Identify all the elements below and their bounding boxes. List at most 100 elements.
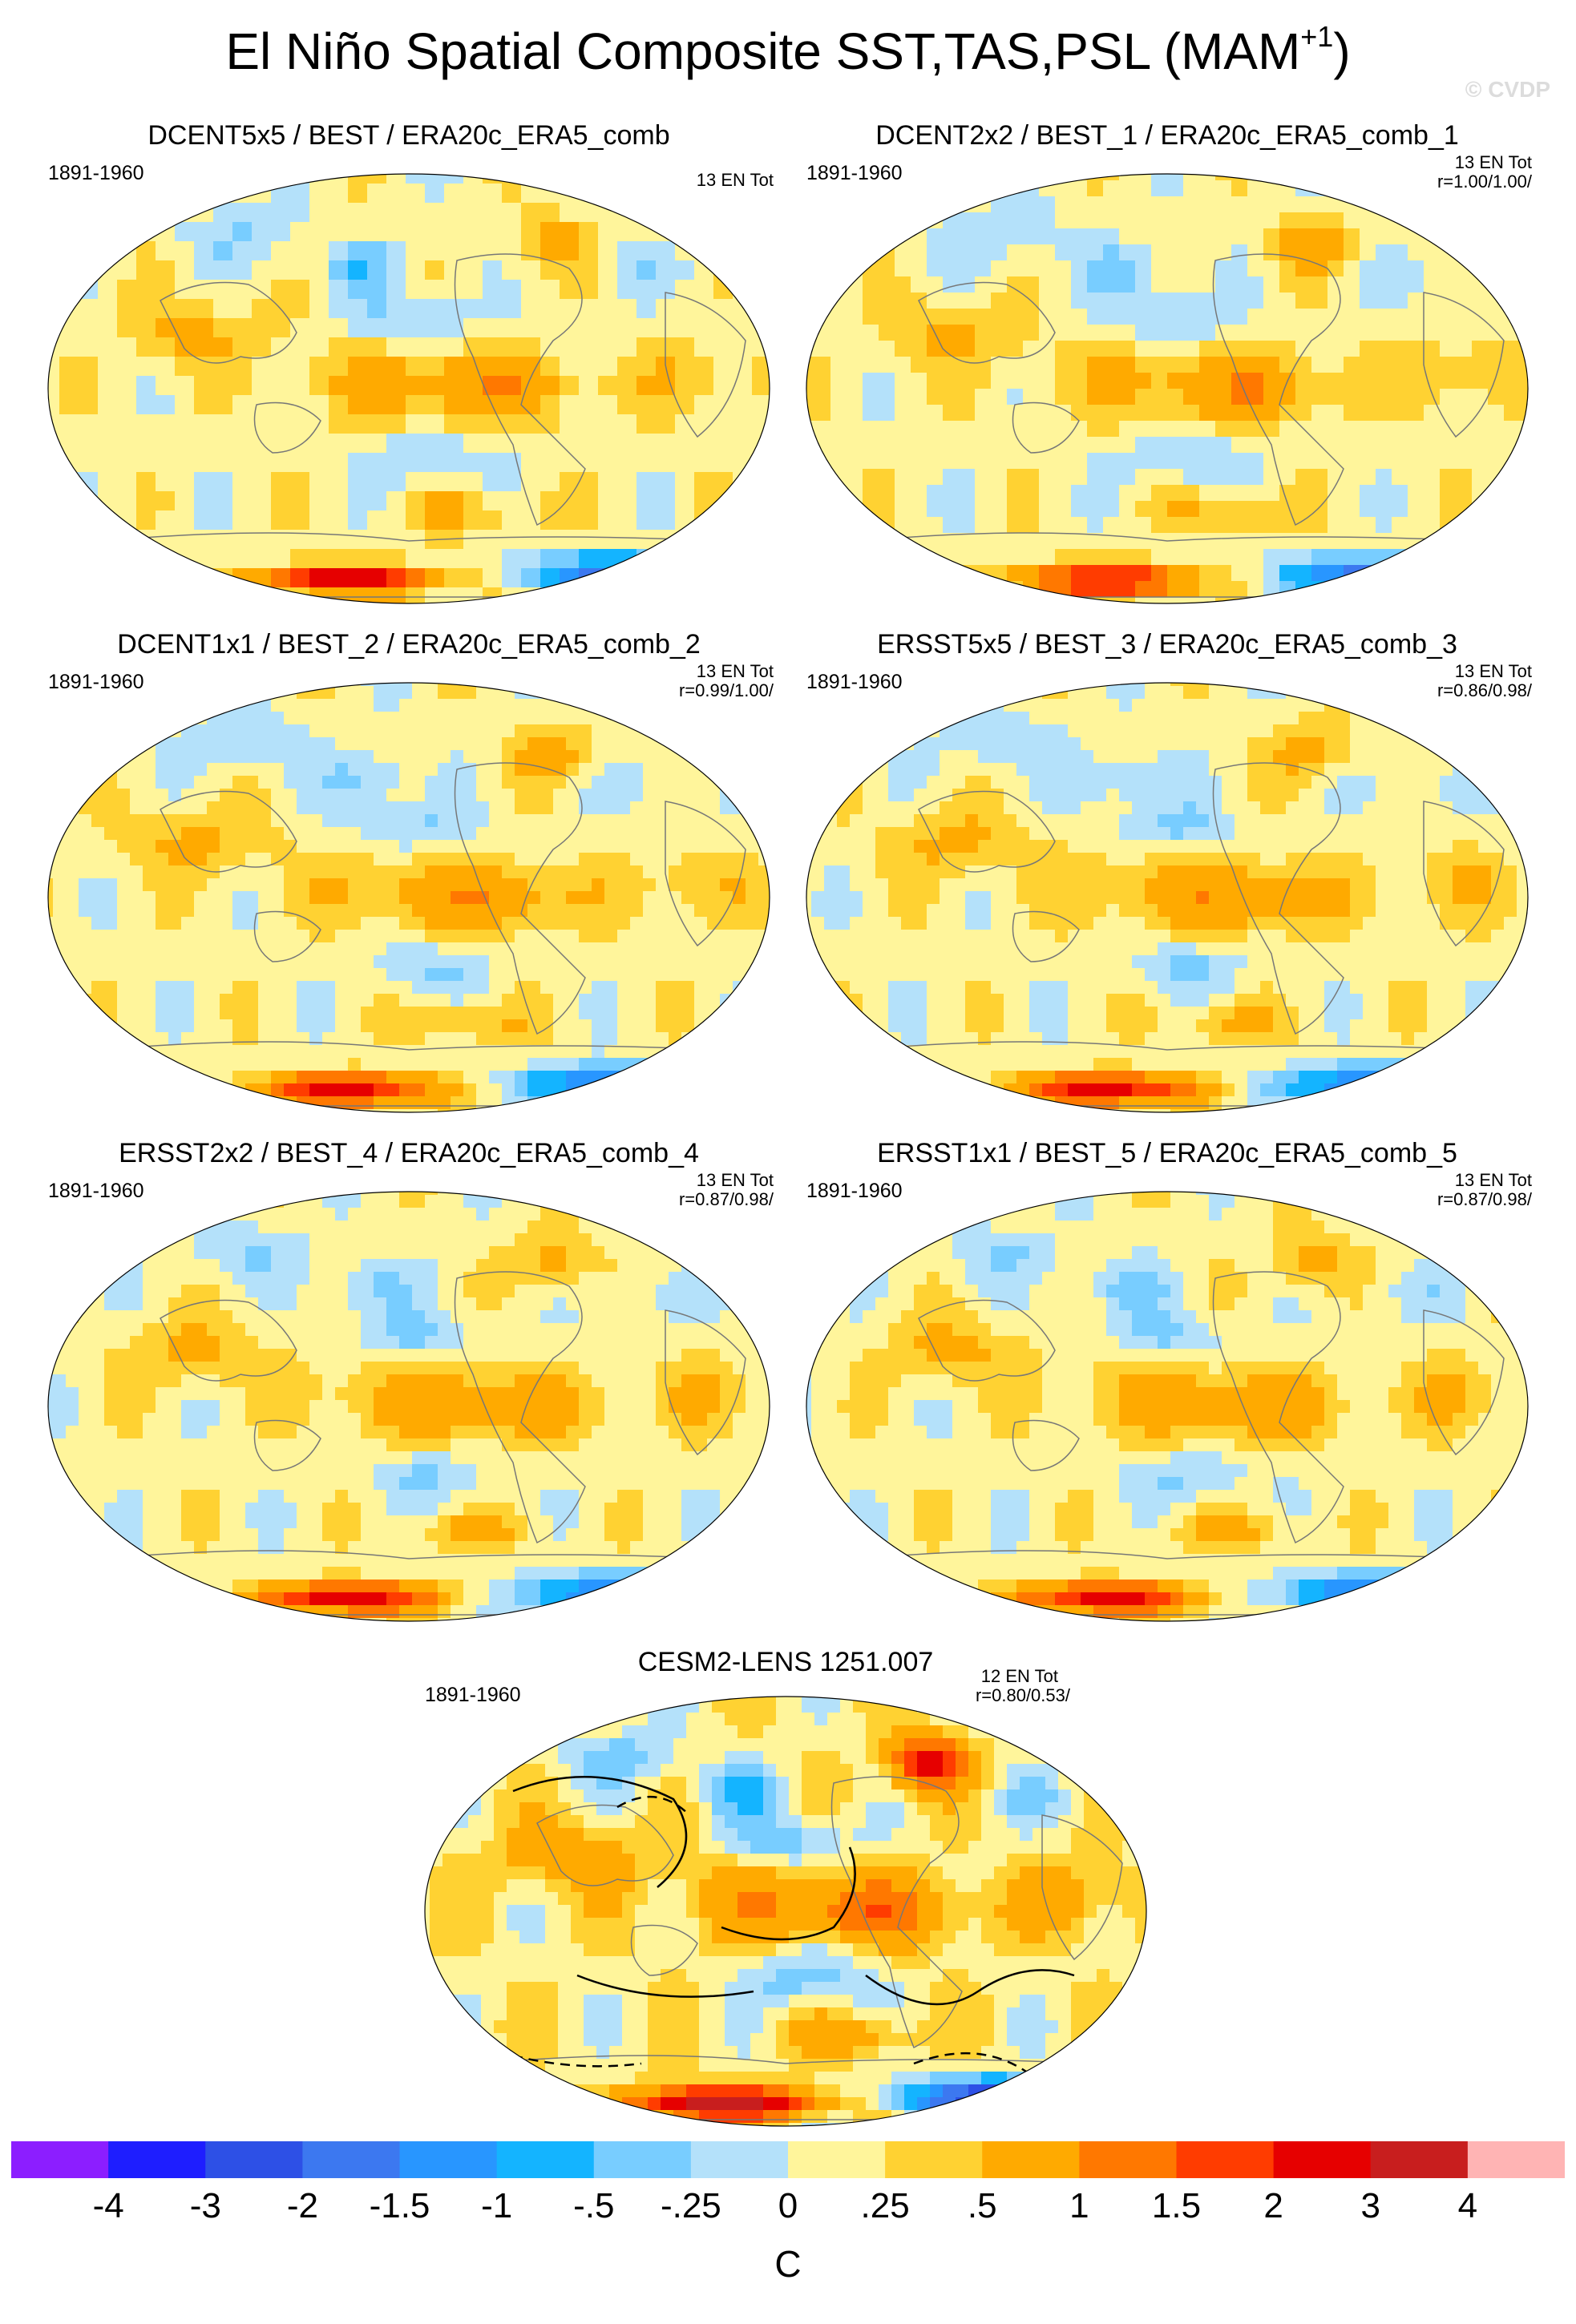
heatmap-cell	[91, 1032, 105, 1046]
heatmap-cell	[521, 530, 541, 550]
heatmap-cell	[1215, 501, 1232, 518]
heatmap-cell	[1199, 309, 1216, 325]
heatmap-cell	[1279, 196, 1296, 213]
heatmap-cell	[1039, 357, 1056, 373]
heatmap-cell	[1472, 373, 1489, 389]
heatmap-cell	[322, 930, 336, 943]
heatmap-cell	[914, 750, 927, 764]
heatmap-cell	[168, 814, 182, 828]
heatmap-cell	[669, 724, 682, 738]
heatmap-cell	[1055, 260, 1072, 277]
heatmap-cell	[694, 568, 714, 588]
heatmap-cell	[48, 789, 54, 802]
heatmap-cell	[463, 203, 483, 223]
heatmap-cell	[1132, 686, 1146, 700]
heatmap-cell	[399, 814, 413, 828]
heatmap-cell	[1209, 712, 1222, 725]
heatmap-cell	[656, 549, 676, 569]
heatmap-cell	[527, 724, 541, 738]
heatmap-cell	[592, 712, 605, 725]
heatmap-cell	[1007, 565, 1024, 582]
heatmap-cell	[1247, 244, 1264, 261]
heatmap-cell	[1039, 453, 1056, 470]
heatmap-cell	[1414, 763, 1428, 777]
heatmap-cell	[720, 853, 733, 866]
heatmap-cell	[117, 994, 131, 1007]
heatmap-cell	[463, 491, 483, 511]
heatmap-cell	[1007, 437, 1024, 454]
heatmap-cell	[1424, 293, 1441, 309]
heatmap-cell	[136, 299, 156, 319]
heatmap-cell	[502, 981, 515, 995]
heatmap-cell	[927, 501, 944, 518]
heatmap-cell	[553, 686, 567, 700]
heatmap-cell	[374, 789, 387, 802]
coastline	[160, 281, 297, 364]
heatmap-cell	[540, 776, 554, 789]
heatmap-cell	[1311, 260, 1328, 277]
heatmap-cell	[901, 724, 915, 738]
heatmap-cell	[707, 981, 721, 995]
heatmap-cell	[579, 686, 592, 700]
heatmap-cell	[476, 712, 490, 725]
heatmap-cell	[483, 318, 503, 338]
heatmap-cell	[489, 1096, 503, 1110]
heatmap-cell	[220, 1045, 233, 1059]
heatmap-cell	[1183, 581, 1200, 598]
heatmap-cell	[476, 968, 490, 982]
heatmap-cell	[322, 904, 336, 918]
heatmap-cell	[374, 737, 387, 751]
heatmap-cell	[1424, 373, 1441, 389]
heatmap-cell	[1183, 212, 1200, 229]
heatmap-cell	[168, 789, 182, 802]
heatmap-cell	[1087, 244, 1104, 261]
heatmap-cell	[1408, 260, 1424, 277]
heatmap-cell	[502, 737, 515, 751]
heatmap-cell	[847, 180, 863, 197]
heatmap-cell	[656, 878, 669, 892]
heatmap-cell	[1520, 501, 1528, 518]
heatmap-cell	[502, 222, 522, 242]
heatmap-cell	[156, 434, 176, 454]
heatmap-cell	[1235, 737, 1248, 751]
heatmap-cell	[1478, 737, 1492, 751]
heatmap-cell	[1199, 453, 1216, 470]
heatmap-cell	[1299, 814, 1312, 828]
heatmap-cell	[329, 260, 349, 280]
heatmap-cell	[425, 891, 438, 905]
heatmap-cell	[1167, 437, 1184, 454]
heatmap-cell	[566, 1071, 580, 1084]
heatmap-cell	[978, 801, 992, 815]
heatmap-cell	[489, 750, 503, 764]
heatmap-cell	[592, 994, 605, 1007]
heatmap-cell	[527, 737, 541, 751]
heatmap-cell	[463, 750, 477, 764]
heatmap-cell	[194, 357, 214, 377]
heatmap-cell	[489, 1007, 503, 1020]
heatmap-cell	[1504, 565, 1521, 582]
heatmap-cell	[975, 293, 992, 309]
heatmap-cell	[975, 453, 992, 470]
heatmap-cell	[117, 299, 137, 319]
heatmap-cell	[444, 184, 464, 204]
heatmap-cell	[879, 581, 895, 598]
heatmap-cell	[463, 549, 483, 569]
heatmap-cell	[1504, 763, 1517, 777]
heatmap-cell	[386, 942, 400, 956]
heatmap-cell	[978, 776, 992, 789]
heatmap-cell	[566, 1058, 580, 1071]
heatmap-cell	[1295, 469, 1312, 486]
heatmap-cell	[1530, 801, 1543, 815]
heatmap-cell	[374, 955, 387, 969]
heatmap-cell	[771, 1045, 785, 1059]
heatmap-cell	[284, 853, 297, 866]
heatmap-cell	[560, 510, 580, 531]
heatmap-cell	[367, 280, 387, 300]
heatmap-cell	[168, 865, 182, 879]
heatmap-cell	[309, 280, 329, 300]
heatmap-cell	[406, 260, 426, 280]
heatmap-cell	[1295, 325, 1312, 341]
heatmap-cell	[863, 827, 876, 841]
heatmap-cell	[1273, 789, 1287, 802]
heatmap-cell	[940, 763, 953, 777]
